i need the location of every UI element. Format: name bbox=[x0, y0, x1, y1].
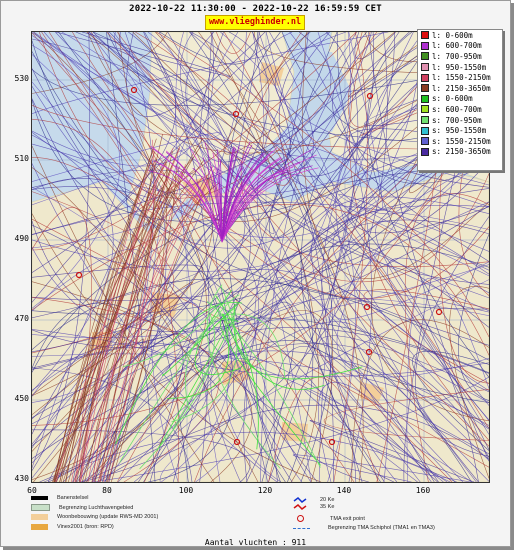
legend-swatch bbox=[421, 105, 429, 114]
legend-label: l: 1550-2150m bbox=[432, 73, 491, 83]
legend-label: s: 700-950m bbox=[432, 115, 482, 125]
legend-item: s: 2150-3650m bbox=[418, 147, 502, 158]
legend-label: l: 700-950m bbox=[432, 51, 482, 61]
legend-label: s: 2150-3650m bbox=[432, 147, 491, 157]
legend-label: s: 950-1550m bbox=[432, 126, 487, 136]
x-tick-80: 80 bbox=[102, 486, 112, 495]
key-banenstelsel: Banenstelsel bbox=[31, 495, 89, 501]
altitude-legend: l: 0-600m l: 600-700m l: 700-950m l: 950-15… bbox=[417, 29, 503, 171]
site-badge[interactable]: www.vlieghinder.nl bbox=[205, 15, 305, 30]
legend-item: l: 0-600m bbox=[418, 30, 502, 41]
flight-tracks bbox=[32, 32, 489, 482]
legend-label: l: 600-700m bbox=[432, 41, 482, 51]
key-luchthavengebied: Begrenzing Luchthavengebied bbox=[31, 504, 133, 511]
y-tick-450: 450 bbox=[14, 394, 29, 403]
legend-item: s: 600-700m bbox=[418, 104, 502, 115]
legend-label: l: 0-600m bbox=[432, 30, 473, 40]
key-noise-contours: 20 Ke 35 Ke bbox=[293, 497, 334, 511]
y-tick-510: 510 bbox=[14, 154, 29, 163]
legend-label: l: 2150-3650m bbox=[432, 83, 491, 93]
key-woonbebouwing: Woonbebouwing (update RWS-MD 2001) bbox=[31, 514, 158, 520]
runway-symbol bbox=[31, 496, 48, 500]
exit-point-icon bbox=[297, 515, 304, 522]
legend-item: l: 600-700m bbox=[418, 41, 502, 52]
legend-swatch bbox=[421, 126, 429, 135]
legend-item: s: 0-600m bbox=[418, 94, 502, 105]
period-title: 2022-10-22 11:30:00 - 2022-10-22 16:59:5… bbox=[129, 4, 382, 14]
legend-label: l: 950-1550m bbox=[432, 62, 487, 72]
approach-fan bbox=[115, 141, 363, 470]
x-tick-120: 120 bbox=[257, 486, 273, 495]
airport-area-symbol bbox=[31, 504, 50, 511]
legend-swatch bbox=[421, 63, 429, 72]
y-tick-470: 470 bbox=[14, 314, 29, 323]
y-tick-530: 530 bbox=[14, 74, 29, 83]
key-tma-exit: TMA exit point bbox=[297, 515, 365, 522]
vinex-symbol bbox=[31, 524, 48, 530]
flight-count: Aantal vluchten : 911 bbox=[204, 538, 307, 547]
legend-item: s: 950-1550m bbox=[418, 125, 502, 136]
legend-item: s: 1550-2150m bbox=[418, 136, 502, 147]
x-tick-160: 160 bbox=[415, 486, 431, 495]
legend-swatch bbox=[421, 137, 429, 146]
tma-exit-points bbox=[75, 86, 443, 446]
legend-swatch bbox=[421, 52, 429, 61]
legend-item: l: 950-1550m bbox=[418, 62, 502, 73]
legend-swatch bbox=[421, 84, 429, 93]
tma-boundary-icon bbox=[293, 527, 310, 529]
key-vinex: Vinex2001 (bron: RPD) bbox=[31, 524, 114, 530]
flight-track-map[interactable] bbox=[31, 31, 490, 483]
legend-swatch bbox=[421, 147, 429, 156]
y-tick-430: 430 bbox=[14, 474, 29, 483]
legend-swatch bbox=[421, 31, 429, 40]
legend-item: s: 700-950m bbox=[418, 115, 502, 126]
x-tick-100: 100 bbox=[178, 486, 194, 495]
urban-symbol bbox=[31, 514, 48, 520]
legend-swatch bbox=[421, 94, 429, 103]
noise-contour-icon bbox=[293, 497, 307, 510]
map-canvas bbox=[32, 32, 489, 482]
map-key: Banenstelsel Begrenzing Luchthavengebied… bbox=[31, 495, 488, 537]
legend-label: s: 1550-2150m bbox=[432, 136, 491, 146]
y-tick-490: 490 bbox=[14, 234, 29, 243]
legend-item: l: 1550-2150m bbox=[418, 72, 502, 83]
legend-item: l: 700-950m bbox=[418, 51, 502, 62]
legend-label: s: 0-600m bbox=[432, 94, 473, 104]
legend-swatch bbox=[421, 116, 429, 125]
legend-item: l: 2150-3650m bbox=[418, 83, 502, 94]
legend-swatch bbox=[421, 73, 429, 82]
legend-label: s: 600-700m bbox=[432, 104, 482, 114]
key-tma-boundary: Begrenzing TMA Schiphol (TMA1 en TMA3) bbox=[293, 525, 435, 531]
x-tick-140: 140 bbox=[336, 486, 352, 495]
legend-swatch bbox=[421, 41, 429, 50]
x-tick-60: 60 bbox=[27, 486, 37, 495]
